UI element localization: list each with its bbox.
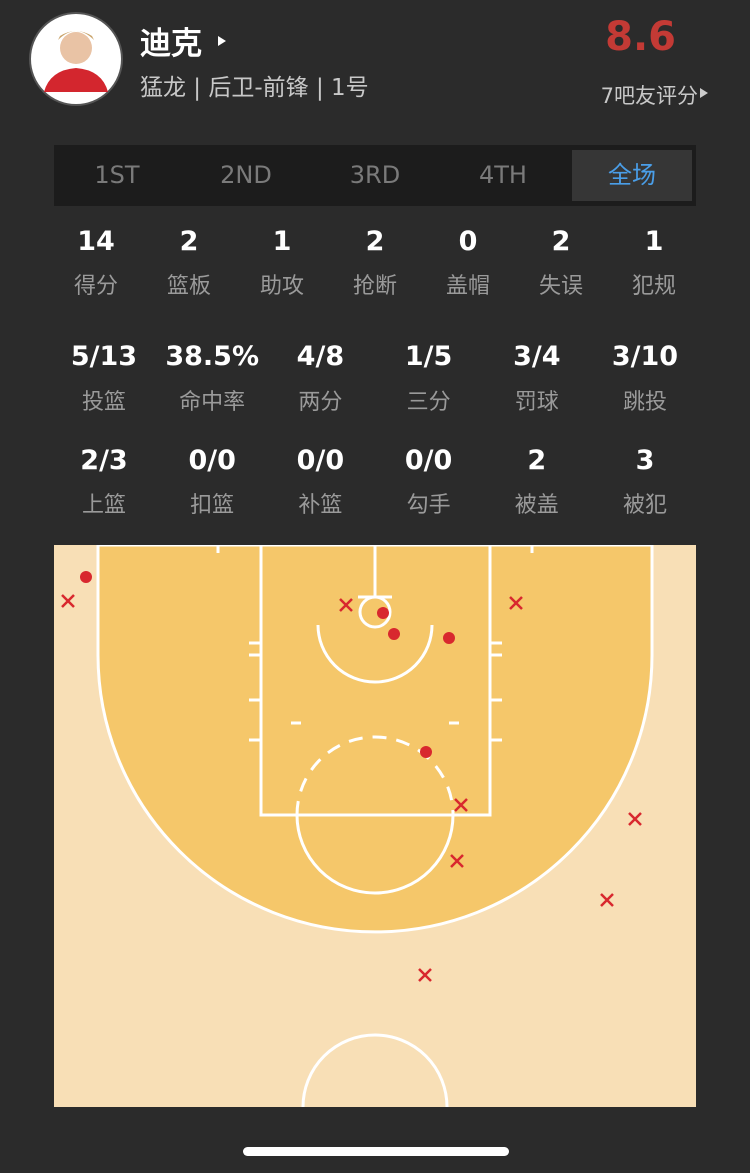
stat-value: 2 [365, 226, 385, 257]
stat-label: 助攻 [259, 274, 304, 299]
stat-value: 5/13 [70, 341, 138, 372]
stat-value: 3/10 [611, 341, 679, 372]
stat-label: 勾手 [406, 493, 451, 518]
stat-label: 罚球 [514, 390, 559, 415]
shot-chart [54, 545, 696, 1107]
stat-value: 2 [551, 226, 571, 257]
stat-value: 1 [644, 226, 664, 257]
stat-label: 投篮 [81, 390, 126, 415]
stat-value: 2/3 [80, 445, 128, 476]
stat-label: 扣篮 [190, 493, 235, 518]
avatar [29, 12, 708, 106]
period-tab[interactable]: 全场 [572, 150, 692, 201]
stat-label: 被犯 [622, 493, 667, 518]
stat-label: 篮板 [166, 274, 211, 299]
period-tab[interactable]: 3RD [349, 161, 401, 189]
stat-value: 0/0 [404, 445, 453, 476]
stat-label: 得分 [73, 274, 118, 299]
stat-label: 两分 [298, 390, 343, 415]
stat-label: 失误 [538, 274, 583, 299]
stat-value: 3 [635, 445, 655, 476]
missed-shots [61, 594, 642, 982]
player-info: 猛龙 | 后卫-前锋 | 1号 [140, 75, 369, 101]
rating-label[interactable]: 7吧友评分 [600, 84, 698, 108]
stat-value: 0/0 [188, 445, 236, 476]
stat-label: 上篮 [81, 493, 126, 518]
stat-value: 0 [458, 226, 478, 257]
stat-label: 盖帽 [445, 274, 490, 299]
stat-value: 4/8 [296, 341, 345, 372]
stat-value: 0/0 [296, 445, 345, 476]
stat-label: 被盖 [514, 493, 559, 518]
stat-value: 3/4 [513, 341, 561, 372]
stat-label: 命中率 [179, 390, 246, 415]
stat-label: 补篮 [298, 493, 343, 518]
rating: 8.6 [605, 14, 676, 60]
stat-value: 1 [272, 226, 292, 257]
period-tab[interactable]: 4TH [479, 161, 527, 189]
period-tab[interactable]: 2ND [220, 161, 272, 189]
stat-label: 跳投 [622, 390, 667, 415]
home-indicator[interactable] [243, 1147, 509, 1156]
made-shots [80, 571, 455, 758]
stat-value: 1/5 [404, 341, 453, 372]
stat-value: 14 [77, 226, 115, 257]
player-name[interactable]: 迪克 [140, 26, 202, 62]
stat-label: 抢断 [352, 274, 397, 299]
stat-label: 犯规 [631, 274, 676, 299]
stat-value: 2 [179, 226, 199, 257]
stat-value: 38.5% [165, 341, 260, 372]
period-tab[interactable]: 1ST [94, 161, 140, 189]
stat-label: 三分 [406, 390, 451, 415]
stat-value: 2 [527, 445, 547, 476]
